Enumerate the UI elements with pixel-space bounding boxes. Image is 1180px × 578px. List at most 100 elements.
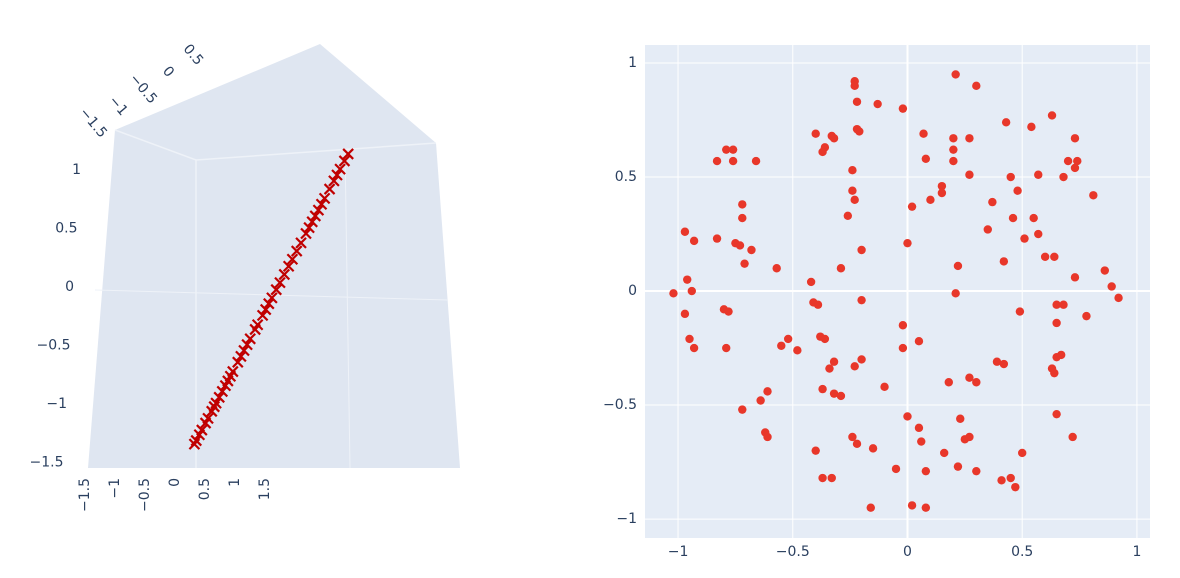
point [868,444,878,453]
point [1040,252,1050,262]
point [687,286,697,296]
z-tick-label: 0.5 [55,221,77,237]
marker-stroke [274,276,286,289]
x-tick-label: −0.5 [776,544,810,560]
point [1034,229,1043,239]
point [917,437,926,446]
point [1063,156,1073,166]
point [712,234,722,243]
marker [190,434,203,447]
point [1011,482,1020,492]
point [843,211,853,220]
point [914,337,924,346]
marker [328,175,340,187]
point [1050,368,1059,378]
z-tick-label: −1.5 [30,455,64,471]
point [903,412,912,421]
point [1001,118,1011,127]
point [898,104,908,113]
marker-stroke [263,297,275,310]
point [852,439,862,449]
point [813,300,823,309]
point [951,289,960,298]
point [772,264,781,273]
point [866,503,875,512]
point [965,373,974,382]
marker-stroke [342,148,354,160]
marker [303,221,315,234]
z-tick-label: 0 [65,279,74,295]
marker-stroke [241,338,253,351]
point [1047,111,1057,120]
x-tick-label: 1 [227,478,243,487]
marker-stroke [334,163,346,175]
marker [290,245,303,257]
point [777,341,786,350]
point [728,145,738,154]
point [999,359,1009,369]
point [712,156,722,166]
scene-edge [344,149,351,469]
x-tick-label: 0 [167,478,183,487]
point [972,378,981,387]
point [965,134,974,143]
point [722,145,731,154]
x-tick-label: −1 [107,478,123,499]
point [921,154,931,163]
marker-stroke [282,260,295,273]
point [1100,266,1110,275]
point [921,466,931,476]
marker [295,237,307,249]
marker [259,303,272,316]
point [827,473,836,483]
point [669,289,678,298]
marker-stroke [196,424,208,436]
point [1006,172,1015,182]
marker [216,385,229,398]
point [1052,300,1061,309]
point [689,343,699,353]
point [1018,448,1027,458]
marker-stroke [213,391,225,404]
point [818,473,827,483]
marker [323,183,336,195]
point [855,127,864,136]
point [857,295,866,305]
point [949,134,958,143]
point [956,414,965,423]
point [811,129,820,138]
z-tick-label: −1 [46,396,67,412]
marker [286,253,299,266]
point [836,391,846,401]
point [680,309,690,319]
marker [270,283,283,296]
point [829,134,839,143]
scene-edge [94,289,449,301]
point [919,129,928,138]
point [965,432,974,442]
marker-stroke [278,268,291,281]
point [724,307,733,316]
marker-stroke [270,283,283,296]
point [972,81,981,91]
y-tick-label: −1 [616,511,637,527]
marker [338,155,351,167]
point [825,364,834,373]
point [818,147,827,157]
point [944,378,953,387]
point [949,145,958,154]
marker-stroke [331,169,343,181]
point [953,261,963,271]
marker [331,169,343,181]
point [898,321,908,330]
y-tick-label: 0 [159,63,177,80]
point [937,181,947,191]
point [1052,352,1061,362]
marker [196,424,208,436]
marker-stroke [318,192,331,205]
point [873,99,882,109]
marker [334,163,346,175]
point [811,446,820,455]
point [983,225,992,234]
marker [312,204,325,216]
